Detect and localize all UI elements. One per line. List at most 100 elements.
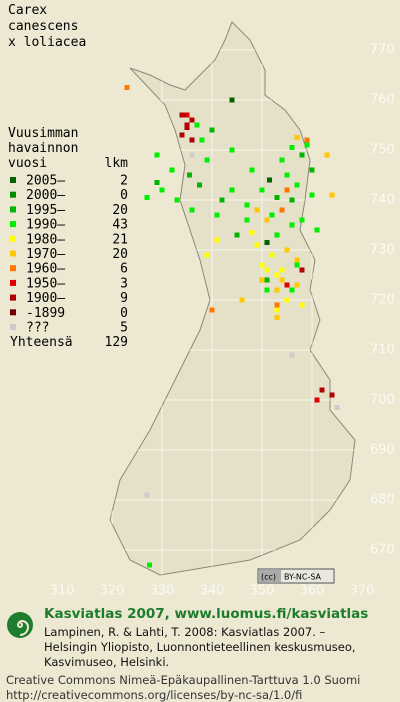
observation [309,167,315,173]
observation [249,167,255,173]
observation [324,152,330,158]
y-tick-label: 740 [370,193,395,208]
observation [294,135,300,140]
observation [239,297,245,303]
observation [184,125,190,130]
observation [289,222,295,228]
observation [154,180,160,185]
observation [229,187,235,193]
observation [319,387,325,393]
legend-swatch [10,206,16,213]
y-tick-label: 720 [370,293,395,308]
legend-swatch [10,177,16,183]
legend-label: 1950– [26,276,65,291]
observation [254,242,260,248]
observation [264,217,270,223]
legend-label: 1960– [26,262,65,277]
observation [304,137,310,143]
observation [274,315,280,320]
observation [189,152,195,158]
observation [254,207,260,213]
observation [204,252,210,258]
legend-swatch [10,324,16,330]
legend-heading: havainnon [8,141,78,156]
observation [244,217,250,223]
observation [274,272,280,278]
observation [284,282,290,288]
observation [289,352,295,358]
observation [329,392,335,398]
legend-swatch [10,294,16,301]
logo-spiral [16,619,30,636]
y-tick-label: 680 [370,493,395,508]
observation [289,197,295,203]
observation [209,127,215,133]
observation [204,157,210,163]
observation [144,195,150,200]
observation [264,287,270,293]
country-outline [109,21,356,576]
legend-count: 20 [112,247,128,262]
observation [214,212,220,218]
legend-count: 3 [120,276,128,291]
observation [159,187,165,193]
legend-count: 5 [120,321,128,336]
x-tick-label: 360 [300,584,325,599]
observation [189,207,195,213]
observation [259,277,265,283]
legend-label: -1899 [26,306,65,321]
observations [124,85,340,568]
observation [264,277,270,283]
observation [214,237,220,243]
legend-label: ??? [26,321,49,336]
y-tick-label: 760 [370,93,395,108]
legend-total: 129 [105,335,128,350]
observation [209,307,215,313]
observation [154,152,160,158]
legend-swatch [10,235,16,242]
badge-cc: (cc) [261,573,276,582]
observation [184,112,190,118]
observation [147,562,152,568]
x-tick-label: 340 [200,584,225,599]
legend-count: 43 [112,218,128,233]
observation [189,137,195,143]
y-tick-label: 750 [370,143,395,158]
legend-label: 1980– [26,232,65,247]
license-line: http://creativecommons.org/licenses/by-n… [6,688,302,702]
observation [284,172,290,178]
observation [229,97,235,103]
observation [274,195,280,200]
legend-label: 2005– [26,174,65,189]
legend-heading: Vuusimman [8,126,78,141]
observation [309,192,315,198]
citation-line: Kasvimuseo, Helsinki. [44,655,169,669]
legend-swatch [10,191,16,198]
legend-label: 1900– [26,291,65,306]
observation [244,202,250,208]
badge-text: BY-NC-SA [284,573,322,582]
x-tick-label: 350 [250,584,275,599]
observation [264,240,270,245]
observation [124,85,130,90]
license-line: Creative Commons Nimeä-Epäkaupallinen-Ta… [6,673,360,687]
legend-swatch [10,250,16,257]
legend-swatch [10,265,16,272]
observation [174,197,180,203]
observation [189,117,195,123]
citation-line: Helsingin Yliopisto, Luonnontieteellinen… [44,640,356,654]
legend-swatch [10,221,16,228]
badge-cc-box [259,570,281,582]
observation [144,492,150,498]
legend-count: 20 [112,203,128,218]
y-tick-label: 690 [370,443,395,458]
observation [314,227,320,233]
title-line: x loliacea [8,35,86,50]
citation-line: Lampinen, R. & Lahti, T. 2008: Kasviatla… [44,625,326,639]
legend-count: 0 [120,188,128,203]
legend-count: 6 [120,262,128,277]
observation [269,212,275,218]
legend-heading: vuosi [8,156,47,171]
license-badge: (cc) BY-NC-SA [257,568,335,584]
